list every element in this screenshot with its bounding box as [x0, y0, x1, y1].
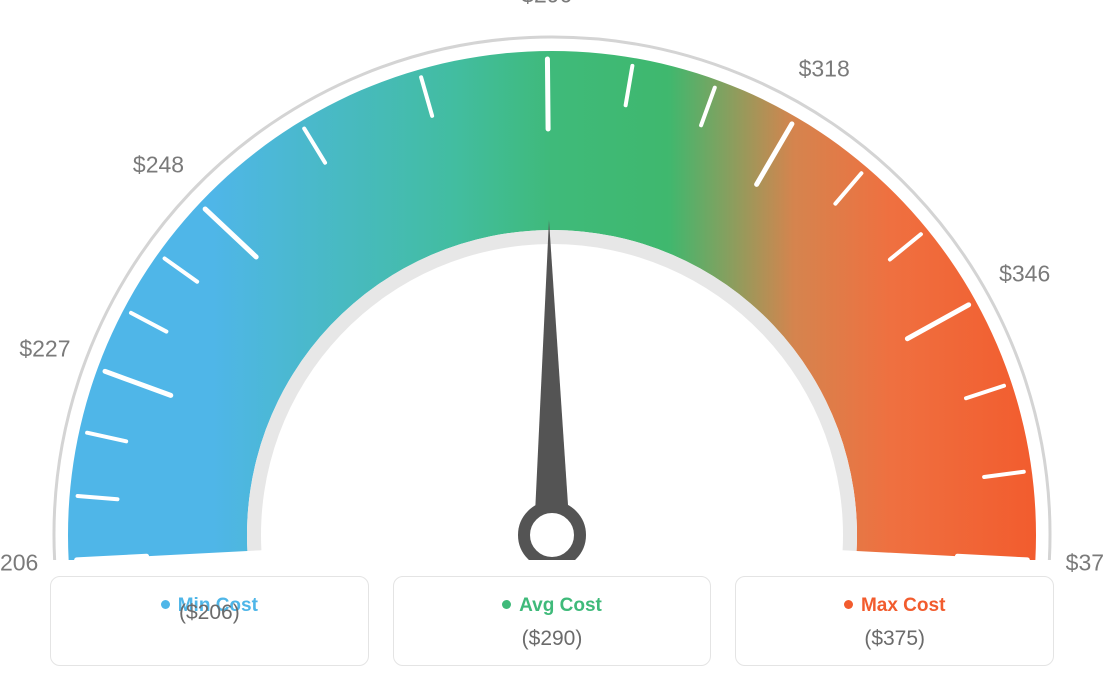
- legend-dot-min: [161, 600, 170, 609]
- legend-card-avg: Avg Cost ($290): [393, 576, 712, 666]
- gauge-tick-label: $206: [0, 550, 38, 577]
- gauge-svg: [0, 0, 1104, 560]
- gauge-tick-label: $248: [133, 152, 184, 179]
- legend-value-min-real: ($206): [61, 601, 358, 625]
- legend-dot-avg: [502, 600, 511, 609]
- legend-value-max: ($375): [746, 627, 1043, 651]
- legend-row: Min Cost ($206) Avg Cost ($290) Max Cost…: [50, 576, 1054, 666]
- legend-title-text-max: Max Cost: [861, 595, 945, 616]
- gauge-tick-label: $227: [19, 336, 70, 363]
- gauge-tick-label: $346: [999, 260, 1050, 287]
- legend-value-avg: ($290): [404, 627, 701, 651]
- gauge-chart: $206$227$248$290$318$346$375: [0, 0, 1104, 560]
- gauge-tick-label: $290: [521, 0, 572, 9]
- legend-title-text-avg: Avg Cost: [519, 595, 602, 616]
- legend-dot-max: [844, 600, 853, 609]
- gauge-tick-label: $318: [799, 55, 850, 82]
- legend-title-max: Max Cost: [746, 595, 1043, 617]
- legend-card-max: Max Cost ($375): [735, 576, 1054, 666]
- legend-card-min: Min Cost ($206): [50, 576, 369, 666]
- gauge-tick-label: $375: [1066, 550, 1104, 577]
- legend-title-avg: Avg Cost: [404, 595, 701, 617]
